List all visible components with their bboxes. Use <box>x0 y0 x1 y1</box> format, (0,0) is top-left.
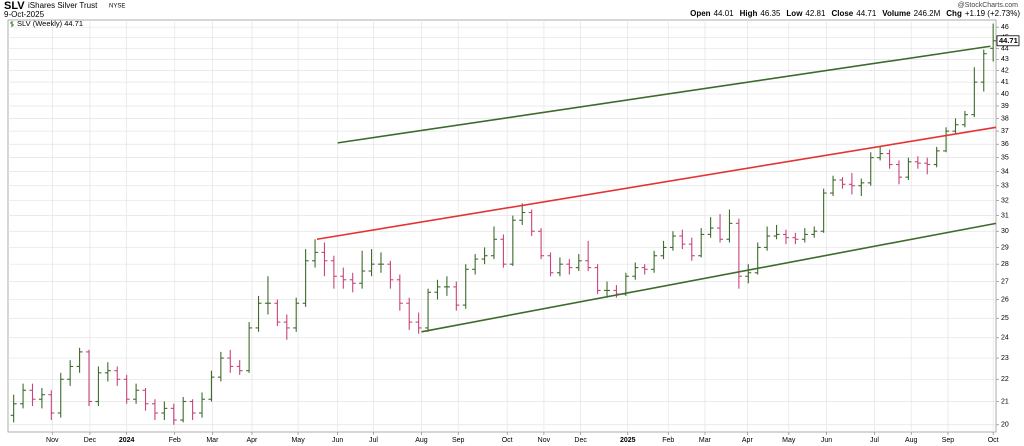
y-tick-label: 44 <box>1001 45 1009 52</box>
y-tick-label: 26 <box>1001 296 1009 303</box>
quote-value: 42.81 <box>805 9 826 18</box>
quote-value: 44.01 <box>714 9 735 18</box>
x-tick-label: Jun <box>821 437 832 444</box>
y-tick-label: 43 <box>1001 56 1009 63</box>
quote-value: 246.2M <box>914 9 941 18</box>
x-tick-label: Jul <box>369 437 378 444</box>
plot-frame <box>7 19 997 433</box>
y-tick-label: 22 <box>1001 376 1009 383</box>
quote-label: Close <box>831 9 853 18</box>
x-tick-label: Dec <box>84 437 97 444</box>
quote-value: 44.71 <box>856 9 877 18</box>
y-tick-label: 34 <box>1001 168 1009 175</box>
x-tick-label: Oct <box>502 437 513 444</box>
y-tick-label: 29 <box>1001 244 1009 251</box>
x-tick-label: May <box>291 437 305 444</box>
quote-label: Open <box>690 9 711 18</box>
y-tick-label: 30 <box>1001 228 1009 235</box>
y-tick-label: 46 <box>1001 24 1009 31</box>
y-tick-label: 27 <box>1001 278 1009 285</box>
ohlc-bars <box>10 23 997 425</box>
y-tick-label: 40 <box>1001 91 1009 98</box>
trendline <box>316 126 997 241</box>
y-tick-label: 41 <box>1001 79 1009 86</box>
source: @StockCharts.com <box>958 2 1019 9</box>
x-tick-label: Jun <box>332 437 343 444</box>
x-tick-label: Aug <box>905 437 918 444</box>
legend-label: SLV (Weekly) 44.71 <box>17 19 83 28</box>
last-price-box <box>996 35 1020 47</box>
quote: Open 44.01 High 46.35 Low 42.81 Close 44.71 Volu… <box>690 9 1020 18</box>
quote-label: High <box>740 9 758 18</box>
trendline <box>421 222 997 333</box>
grid <box>8 20 996 432</box>
x-tick-label: Apr <box>742 437 754 444</box>
y-tick-label: 36 <box>1001 141 1009 148</box>
exchange: NYSE <box>109 4 125 10</box>
y-tick-label: 32 <box>1001 197 1009 204</box>
y-tick-label: 39 <box>1001 103 1009 110</box>
legend: SLV (Weekly) 44.71 <box>10 19 83 28</box>
y-tick-label: 38 <box>1001 115 1009 122</box>
x-tick-label: Jul <box>870 437 879 444</box>
y-tick-label: 37 <box>1001 128 1009 135</box>
y-tick-label: 31 <box>1001 212 1009 219</box>
x-tick-label: Nov <box>46 437 59 444</box>
y-tick-label: 28 <box>1001 261 1009 268</box>
y-tick-label: 21 <box>1001 398 1009 405</box>
y-tick-label: 25 <box>1001 315 1009 322</box>
quote-value: +1.19 (+2.73%) <box>965 9 1020 18</box>
x-tick-label: Feb <box>662 437 674 444</box>
y-tick-label: 42 <box>1001 67 1009 74</box>
y-tick-label: 33 <box>1001 183 1009 190</box>
y-tick-label: 35 <box>1001 155 1009 162</box>
x-tick-label: Aug <box>415 437 428 444</box>
legend-icon <box>10 21 14 27</box>
y-tick-label: 20 <box>1001 422 1009 429</box>
x-tick-label: Feb <box>169 437 181 444</box>
y-tick-label: 23 <box>1001 355 1009 362</box>
quote-label: Volume <box>882 9 911 18</box>
x-tick-label: 2025 <box>620 437 636 444</box>
quote-label: Chg <box>946 9 962 18</box>
x-tick-label: Apr <box>246 437 258 444</box>
quote-value: 46.35 <box>760 9 781 18</box>
x-tick-label: 2024 <box>119 437 135 444</box>
x-tick-label: Sep <box>942 437 955 444</box>
quote-label: Low <box>786 9 803 18</box>
trendline <box>337 45 991 144</box>
date: 9-Oct-2025 <box>4 10 45 19</box>
y-tick-label: 24 <box>1001 335 1009 342</box>
x-tick-label: Dec <box>574 437 587 444</box>
x-tick-label: Oct <box>988 437 999 444</box>
security-name: iShares Silver Trust <box>28 1 98 10</box>
x-tick-label: Mar <box>699 437 712 444</box>
x-tick-label: Sep <box>452 437 465 444</box>
x-tick-label: Nov <box>538 437 551 444</box>
x-tick-label: Mar <box>206 437 219 444</box>
x-tick-label: May <box>782 437 796 444</box>
symbol: SLV <box>4 0 25 12</box>
last-price-label: 44.71 <box>999 36 1018 45</box>
